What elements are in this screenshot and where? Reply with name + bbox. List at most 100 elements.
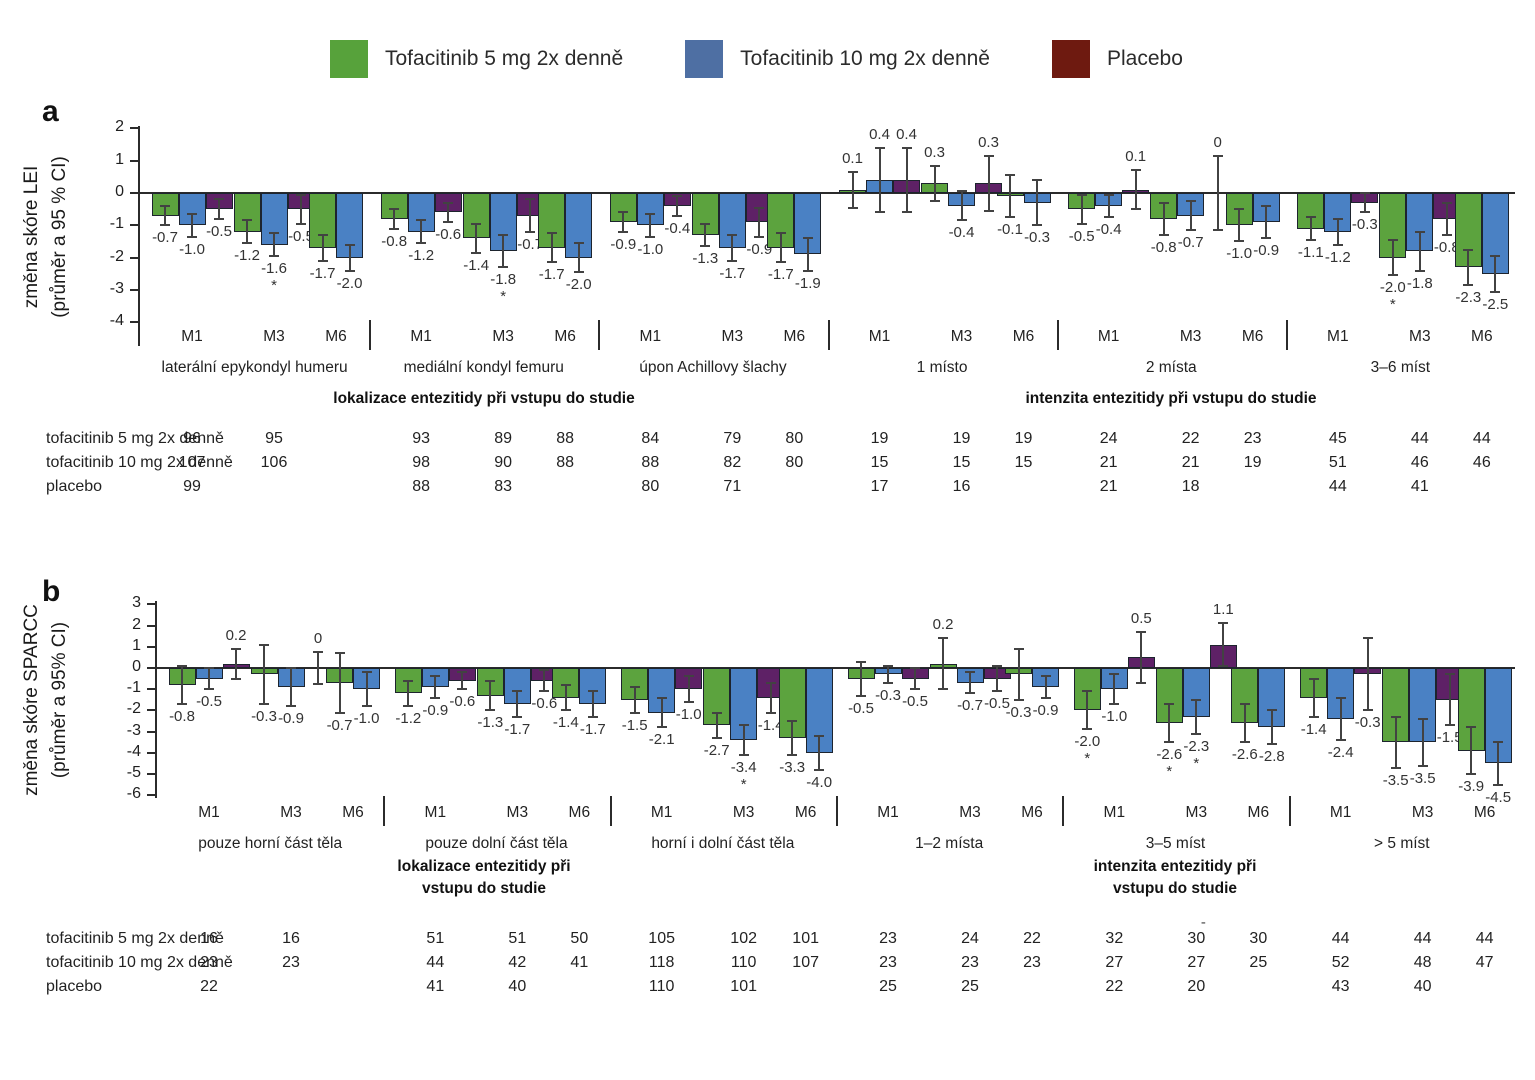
bar-value-label: -2.3 xyxy=(1455,289,1482,307)
table-value: 110 xyxy=(730,954,757,971)
error-bar-cap-bottom xyxy=(1239,741,1250,744)
table-row-label: tofacitinib 5 mg 2x denně xyxy=(46,930,224,947)
bar-value-label: -0.3 xyxy=(1354,714,1381,732)
bar-value-label: -0.9 xyxy=(422,701,449,719)
error-bar-cap-bottom xyxy=(1490,290,1501,293)
error-bar-cap-bottom xyxy=(765,711,776,714)
table-value: 18 xyxy=(1181,478,1200,495)
table-value: 44 xyxy=(1472,430,1491,447)
timepoint-label: M6 xyxy=(325,328,347,345)
error-bar-cap-top xyxy=(1335,696,1346,699)
error-bar xyxy=(905,147,908,213)
error-bar-cap-top xyxy=(883,664,893,667)
group-label: horní i dolní část těla xyxy=(651,835,795,852)
table-value: 71 xyxy=(723,478,742,495)
y-tick xyxy=(147,645,156,648)
error-bar xyxy=(365,672,368,707)
error-bar-cap-bottom xyxy=(738,753,749,756)
group-label: mediální kondyl femuru xyxy=(403,359,564,376)
error-bar-cap-bottom xyxy=(259,703,269,706)
table-value: 82 xyxy=(723,454,742,471)
error-bar xyxy=(420,220,423,244)
error-bar-cap-top xyxy=(1218,622,1229,625)
bar-value-label: 0 xyxy=(1213,133,1222,151)
error-bar xyxy=(933,165,936,202)
legend-label: Tofacitinib 10 mg 2x denně xyxy=(740,47,990,70)
y-tick xyxy=(130,159,139,162)
table-value: 23 xyxy=(879,930,897,947)
error-bar-cap-top xyxy=(539,669,550,672)
table-value: 107 xyxy=(792,954,819,971)
error-bar xyxy=(1391,239,1394,276)
error-bar xyxy=(769,682,772,713)
bar-value-label: -3.5 xyxy=(1409,769,1436,787)
error-bar-cap-top xyxy=(587,690,598,693)
error-bar xyxy=(1421,718,1424,766)
bar-value-label: -0.5 xyxy=(984,695,1010,713)
error-bar-cap-bottom xyxy=(498,266,509,269)
bar-value-label: -1.0 xyxy=(179,240,205,258)
error-bar xyxy=(529,199,532,232)
y-tick-label: 0 xyxy=(115,183,124,200)
error-bar xyxy=(1467,249,1470,286)
table-value: 88 xyxy=(412,478,431,495)
table-value: 44 xyxy=(1328,478,1347,495)
timepoint-label: M6 xyxy=(1012,328,1035,345)
table-value: 90 xyxy=(494,454,513,471)
error-bar-cap-bottom xyxy=(214,217,224,220)
significance-star: * xyxy=(500,288,507,306)
bar-value-label: -4.0 xyxy=(806,773,833,791)
y-axis xyxy=(138,126,140,346)
legend-swatch-dark-red xyxy=(1051,40,1090,78)
table-value: 44 xyxy=(426,954,445,971)
error-bar-cap-top xyxy=(1359,192,1370,194)
error-bar-cap-top xyxy=(471,222,482,225)
error-bar-cap-bottom xyxy=(1444,724,1455,727)
error-bar xyxy=(633,687,636,713)
error-bar xyxy=(1448,674,1451,726)
error-bar xyxy=(1044,676,1047,698)
error-bar-cap-top xyxy=(1305,216,1316,219)
error-bar-cap-bottom xyxy=(775,261,786,264)
y-tick xyxy=(147,688,156,691)
error-bar-cap-bottom xyxy=(1218,664,1229,667)
timepoint-label: M3 xyxy=(280,804,302,821)
error-bar-cap-top xyxy=(1164,703,1175,706)
timepoint-label: M3 xyxy=(506,804,529,821)
error-bar xyxy=(235,648,237,679)
error-bar-cap-top xyxy=(874,146,885,149)
y-tick xyxy=(147,751,156,754)
error-bar xyxy=(564,684,567,711)
error-bar-cap-top xyxy=(1261,204,1272,207)
table-row-label: tofacitinib 10 mg 2x denně xyxy=(46,954,233,971)
error-bar-cap-bottom xyxy=(443,221,454,224)
table-value: 23 xyxy=(200,954,218,971)
error-bar-cap-bottom xyxy=(802,269,813,272)
error-bar-cap-top xyxy=(573,242,584,245)
timepoint-label: M3 xyxy=(1185,804,1208,821)
error-bar-cap-top xyxy=(1441,201,1452,204)
bar-value-label: 0.5 xyxy=(1130,609,1152,627)
y-tick-label: -4 xyxy=(126,742,141,760)
error-bar-cap-bottom xyxy=(992,690,1002,693)
y-tick xyxy=(130,192,139,194)
group-separator xyxy=(369,320,372,350)
error-bar xyxy=(489,680,492,711)
error-bar-cap-top xyxy=(629,686,640,689)
y-tick xyxy=(147,730,156,733)
group-separator xyxy=(827,320,830,350)
bar-value-label: -0.9 xyxy=(278,710,304,728)
bar-value-label: -1.8 xyxy=(1406,274,1433,292)
error-bar-cap-top xyxy=(787,720,798,722)
bar-value-label: -4.5 xyxy=(1485,788,1512,806)
error-bar xyxy=(263,644,265,705)
error-bar xyxy=(300,194,302,224)
bar-value-label: -0.4 xyxy=(1095,221,1122,239)
timepoint-label: M3 xyxy=(959,804,981,821)
table-value: 44 xyxy=(1413,930,1432,947)
error-bar xyxy=(1363,193,1366,213)
timepoint-label: M3 xyxy=(1409,328,1431,345)
error-bar-cap-top xyxy=(187,212,197,215)
error-bar xyxy=(1497,742,1500,785)
bar-value-label: 0.1 xyxy=(1125,148,1147,166)
